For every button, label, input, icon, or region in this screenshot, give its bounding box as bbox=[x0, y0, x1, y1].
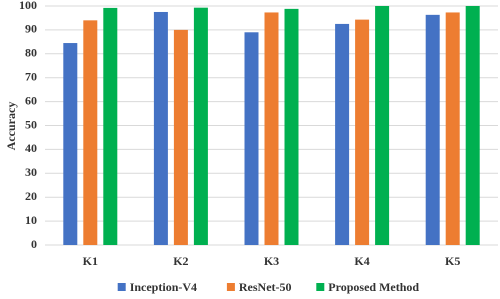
x-tick-label: K2 bbox=[173, 254, 188, 268]
y-tick-label: 10 bbox=[25, 213, 37, 227]
y-tick-label: 50 bbox=[25, 117, 37, 131]
x-tick-label: K1 bbox=[83, 254, 98, 268]
legend-label: Inception-V4 bbox=[130, 280, 197, 294]
bar bbox=[63, 43, 78, 245]
y-tick-label: 90 bbox=[25, 22, 37, 36]
bar bbox=[335, 23, 350, 245]
x-tick-label: K5 bbox=[445, 254, 460, 268]
x-tick-label: K4 bbox=[354, 254, 369, 268]
legend-label: Proposed Method bbox=[328, 280, 419, 294]
bar bbox=[355, 19, 370, 245]
bar bbox=[284, 8, 299, 246]
y-tick-label: 70 bbox=[25, 69, 37, 83]
bar bbox=[445, 12, 460, 245]
bar bbox=[193, 7, 208, 245]
y-tick-label: 30 bbox=[25, 165, 37, 179]
y-tick-label: 60 bbox=[25, 93, 37, 107]
y-tick-label: 40 bbox=[25, 141, 37, 155]
legend-swatch bbox=[226, 283, 235, 291]
x-tick-label: K3 bbox=[264, 254, 279, 268]
legend-swatch bbox=[316, 283, 325, 291]
legend-swatch bbox=[117, 283, 126, 291]
bar bbox=[425, 14, 440, 245]
bar bbox=[264, 12, 279, 245]
legend-label: ResNet-50 bbox=[239, 280, 292, 294]
bar bbox=[103, 7, 118, 245]
bar bbox=[153, 11, 168, 245]
bar bbox=[83, 20, 98, 246]
bar bbox=[375, 6, 390, 245]
bar bbox=[465, 6, 480, 245]
y-tick-label: 0 bbox=[31, 237, 37, 251]
y-tick-label: 80 bbox=[25, 46, 37, 60]
y-axis-label: Accuracy bbox=[4, 102, 18, 151]
y-tick-label: 20 bbox=[25, 189, 37, 203]
bar bbox=[173, 29, 188, 246]
y-tick-label: 100 bbox=[19, 0, 37, 12]
bar bbox=[244, 32, 259, 245]
